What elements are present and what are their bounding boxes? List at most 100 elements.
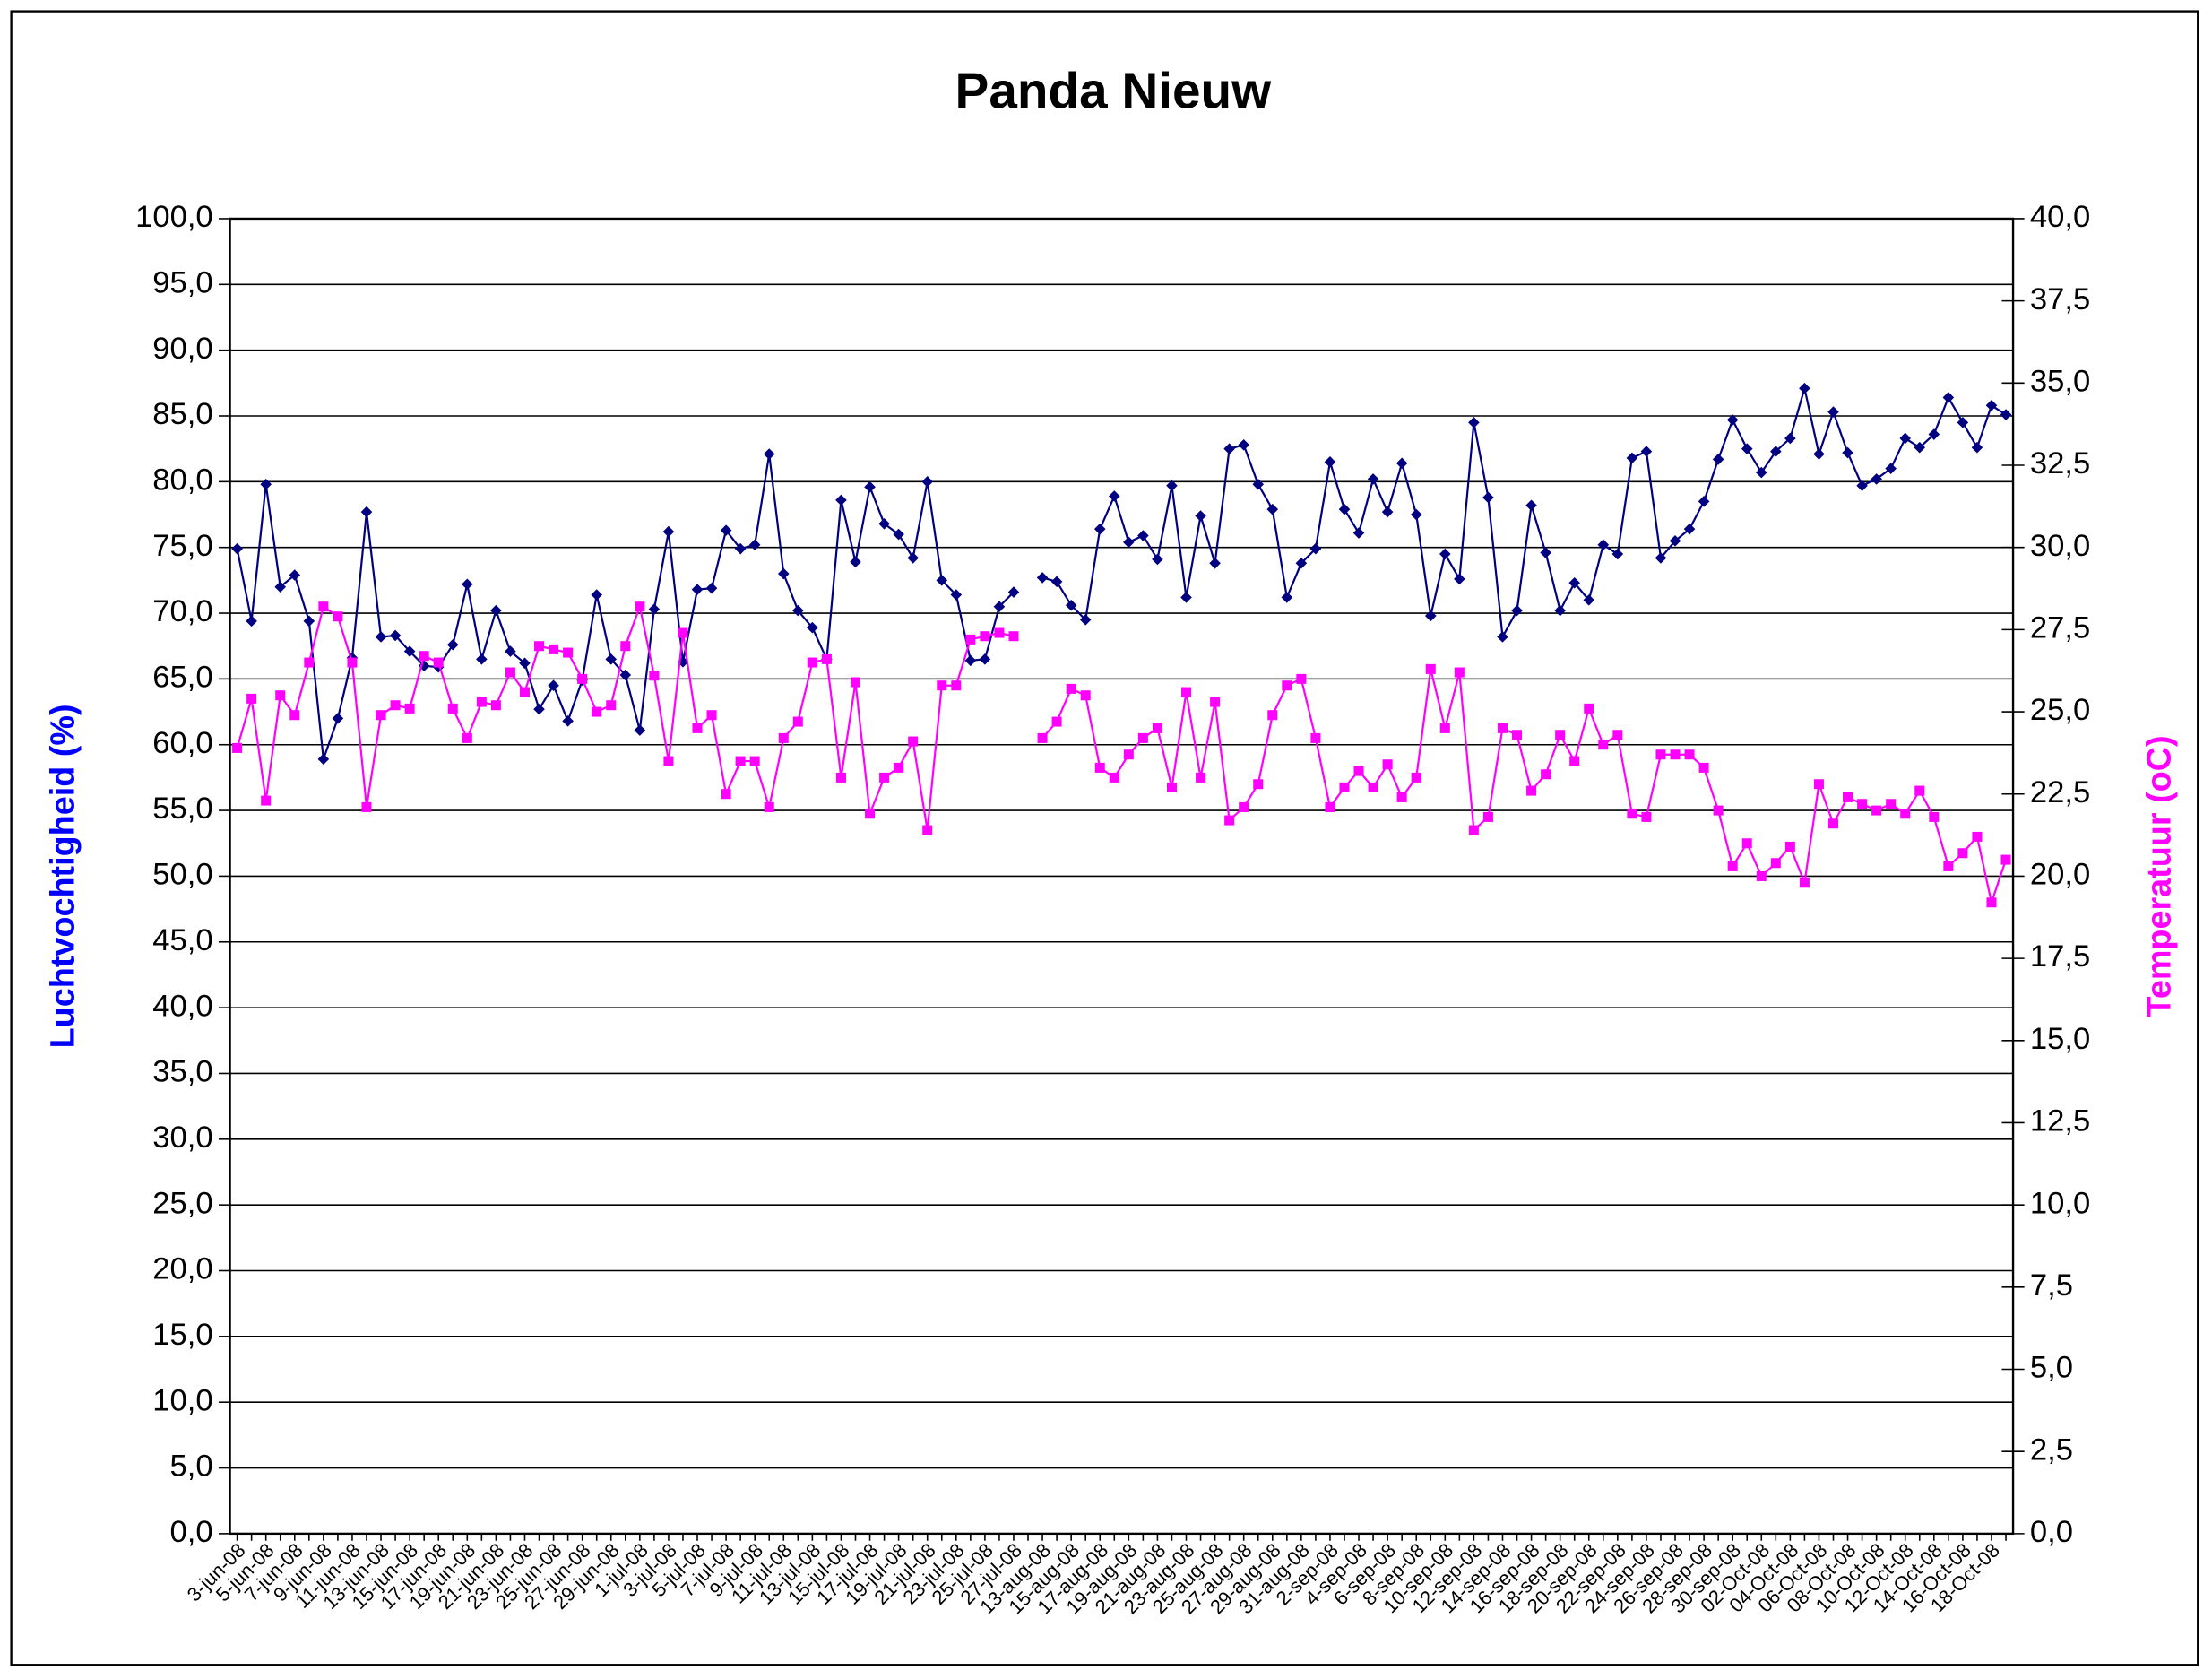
marker <box>908 736 919 747</box>
marker <box>1239 801 1249 812</box>
y-tick-label: 70,0 <box>152 594 212 628</box>
marker <box>1238 438 1249 451</box>
marker <box>1223 443 1235 454</box>
marker <box>1900 809 1911 819</box>
y2-tick-label: 12,5 <box>2030 1104 2090 1138</box>
marker <box>534 641 545 652</box>
marker <box>1584 703 1594 714</box>
y-tick-label: 40,0 <box>152 989 212 1023</box>
y2-tick-label: 27,5 <box>2030 611 2090 645</box>
marker <box>1037 732 1048 743</box>
y-tick-label: 5,0 <box>170 1450 213 1484</box>
marker <box>361 801 372 812</box>
y-tick-label: 80,0 <box>152 463 212 497</box>
marker <box>1109 772 1119 783</box>
marker <box>865 809 876 819</box>
marker <box>1382 759 1393 770</box>
y2-tick-label: 10,0 <box>2030 1186 2090 1220</box>
marker <box>1468 825 1479 835</box>
marker <box>1454 667 1465 678</box>
marker <box>232 742 243 753</box>
marker <box>1295 557 1308 569</box>
marker <box>1439 723 1450 733</box>
marker <box>1799 878 1810 888</box>
marker <box>1784 841 1795 852</box>
y-tick-label: 65,0 <box>152 661 212 695</box>
marker <box>1454 573 1465 585</box>
marker <box>1411 772 1421 783</box>
marker <box>1598 740 1609 750</box>
marker <box>1842 446 1853 459</box>
marker <box>678 627 688 638</box>
marker <box>360 506 373 518</box>
marker <box>1123 536 1135 549</box>
marker <box>1051 716 1062 727</box>
marker <box>1425 663 1436 674</box>
marker <box>1094 762 1105 773</box>
marker <box>419 651 429 662</box>
marker <box>1152 723 1162 733</box>
marker <box>807 657 817 668</box>
marker <box>964 654 977 667</box>
y2-tick-label: 37,5 <box>2030 282 2090 316</box>
marker <box>1310 732 1321 743</box>
y2-tick-label: 15,0 <box>2030 1022 2090 1056</box>
y-tick-label: 20,0 <box>152 1252 212 1286</box>
y2-tick-label: 35,0 <box>2030 364 2090 398</box>
marker <box>592 706 602 717</box>
marker <box>850 677 861 688</box>
marker <box>1971 441 1983 454</box>
marker <box>1886 799 1897 809</box>
marker <box>1080 690 1091 701</box>
marker <box>404 703 415 714</box>
marker <box>965 634 976 645</box>
y-tick-label: 0,0 <box>170 1515 213 1549</box>
marker <box>1813 448 1825 460</box>
marker <box>1957 417 1969 428</box>
y-tick-label: 95,0 <box>152 265 212 299</box>
marker <box>663 756 674 766</box>
marker <box>720 524 732 536</box>
y2-tick-label: 2,5 <box>2030 1432 2073 1467</box>
marker <box>778 732 789 743</box>
marker <box>1541 769 1551 780</box>
marker <box>1957 848 1968 859</box>
marker <box>275 690 286 701</box>
marker <box>1339 782 1350 792</box>
marker <box>1282 680 1292 691</box>
marker <box>1827 818 1839 829</box>
marker <box>649 671 660 681</box>
y2-tick-label: 17,5 <box>2030 939 2090 974</box>
marker <box>2000 854 2011 865</box>
y-tick-label: 45,0 <box>152 923 212 957</box>
marker <box>1611 548 1624 560</box>
marker <box>1526 785 1537 796</box>
y-tick-label: 30,0 <box>152 1121 212 1155</box>
marker <box>1670 749 1681 760</box>
marker <box>1726 414 1739 426</box>
y-tick-label: 75,0 <box>152 529 212 563</box>
marker <box>1209 557 1221 569</box>
marker <box>792 716 803 727</box>
marker <box>835 772 846 783</box>
marker <box>1770 446 1782 457</box>
marker <box>1612 730 1623 740</box>
marker <box>1943 861 1954 871</box>
marker <box>549 644 559 654</box>
y2-tick-label: 30,0 <box>2030 529 2090 563</box>
marker <box>548 679 559 692</box>
y2-axis-label: Temperatuur (oC) <box>2140 735 2178 1017</box>
marker <box>951 680 962 691</box>
marker <box>347 657 358 668</box>
marker <box>1727 861 1738 871</box>
marker <box>231 542 243 555</box>
marker <box>519 687 530 697</box>
marker <box>937 680 947 691</box>
marker <box>376 710 386 721</box>
y-tick-label: 60,0 <box>152 726 212 760</box>
y2-tick-label: 0,0 <box>2030 1515 2073 1549</box>
marker <box>635 601 645 612</box>
marker <box>1713 805 1724 816</box>
marker <box>246 693 257 704</box>
